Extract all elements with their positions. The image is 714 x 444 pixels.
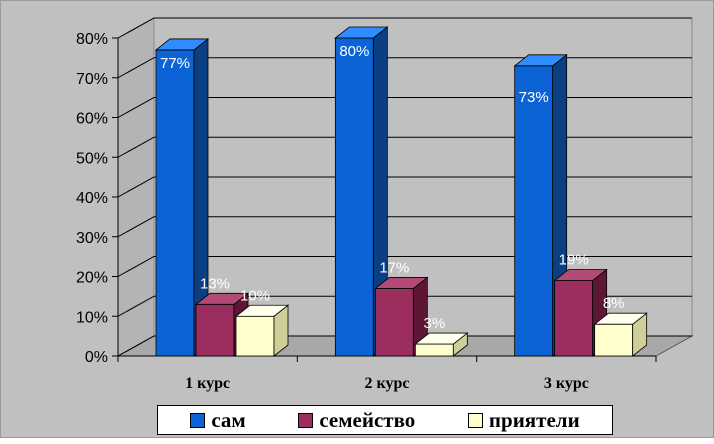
bar-top <box>194 292 250 305</box>
bar <box>553 268 608 357</box>
bar-front <box>195 303 235 357</box>
bar <box>593 312 648 357</box>
x-tick-label: 2 курс <box>365 375 410 392</box>
x-tick-label: 3 курс <box>544 375 589 392</box>
bar-front <box>594 323 634 357</box>
bar-front <box>514 65 554 357</box>
bar-top <box>593 312 648 325</box>
bar-front <box>155 49 195 357</box>
gridline <box>117 335 692 357</box>
data-label: 8% <box>603 295 625 312</box>
y-tick-label: 40% <box>76 190 108 207</box>
bar-top <box>553 269 608 281</box>
legend-swatch-0 <box>190 412 206 428</box>
gridline <box>117 97 692 118</box>
gridline <box>117 295 692 317</box>
bars <box>154 26 648 357</box>
y-tick-label: 0% <box>85 349 108 366</box>
data-label: 10% <box>240 287 270 304</box>
y-tick-label: 20% <box>76 270 108 287</box>
bar <box>374 276 429 357</box>
y-tick-label: 70% <box>76 71 108 88</box>
bar <box>234 304 290 357</box>
data-label: 77% <box>160 55 190 72</box>
data-label: 19% <box>559 251 589 268</box>
data-label: 17% <box>379 259 409 276</box>
legend-swatch-2 <box>467 412 483 428</box>
bar-top <box>513 54 568 67</box>
bar-top <box>334 26 389 39</box>
bar-top <box>414 332 469 345</box>
gridline <box>117 176 692 198</box>
gridline <box>117 57 692 79</box>
legend-label-0: сам <box>211 407 246 432</box>
gridline <box>117 136 692 158</box>
bar <box>154 38 210 357</box>
data-label: 3% <box>423 315 445 332</box>
gridline <box>117 216 692 238</box>
legend-label-2: приятели <box>488 407 580 432</box>
bar <box>414 332 469 357</box>
bar-front <box>554 280 594 357</box>
data-label: 13% <box>200 275 230 292</box>
y-tick-label: 60% <box>76 111 108 128</box>
y-tick-label: 50% <box>76 150 108 167</box>
bar-top <box>374 277 429 289</box>
bar-front <box>235 315 275 357</box>
data-labels: 77% 13% 10% 80% 17% 3% 73% 19% 8% <box>160 43 625 332</box>
y-tick-label: 30% <box>76 230 108 247</box>
y-tick-label: 80% <box>76 31 108 48</box>
bar-top <box>154 38 210 51</box>
legend-swatch-1 <box>298 412 314 428</box>
bar-front <box>374 288 414 357</box>
bar-front <box>414 343 454 357</box>
bar-front <box>334 37 374 357</box>
legend-item-2: приятели <box>467 407 580 433</box>
data-label: 73% <box>519 89 549 106</box>
data-label: 80% <box>339 43 369 60</box>
axes: 0% 10% 20% 30% 40% 50% 60% 70% 80% 1 курс 2 курс 3 … <box>76 31 657 392</box>
y-tick-label: 10% <box>76 309 108 326</box>
gridline <box>117 256 692 277</box>
bar <box>334 26 389 357</box>
x-tick-label: 1 курс <box>185 375 230 392</box>
gridlines <box>117 17 692 357</box>
legend-label-1: семейство <box>319 407 416 432</box>
legend-item-0: сам <box>190 407 246 433</box>
bar-top <box>234 304 290 317</box>
legend-item-1: семейство <box>298 408 415 433</box>
legend: сам семейство приятели <box>157 405 613 435</box>
gridline <box>117 17 692 39</box>
